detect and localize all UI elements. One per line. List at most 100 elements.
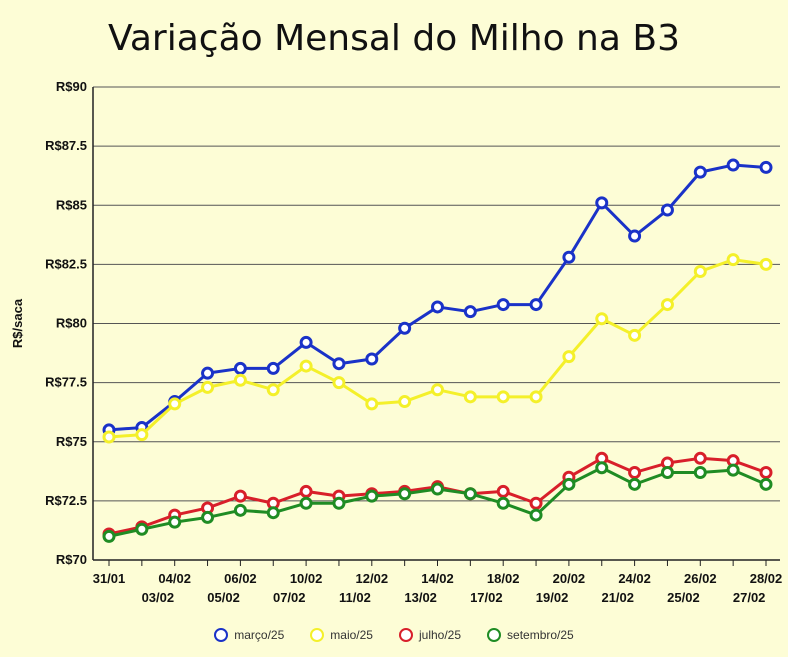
data-point xyxy=(299,496,313,510)
legend-marker-icon xyxy=(310,628,325,642)
data-point xyxy=(759,257,773,271)
y-tick-label: R$85 xyxy=(56,197,87,212)
x-tick-label: 17/02 xyxy=(470,590,503,605)
data-point xyxy=(201,366,215,380)
data-point xyxy=(628,328,642,342)
series-line xyxy=(108,258,767,439)
data-point xyxy=(431,482,444,496)
data-point xyxy=(595,196,609,210)
x-tick-label: 18/02 xyxy=(487,571,520,586)
data-point xyxy=(562,350,576,364)
data-point xyxy=(726,253,740,267)
data-point xyxy=(693,451,707,465)
data-point xyxy=(233,361,247,375)
legend-label: maio/25 xyxy=(330,628,373,642)
data-point xyxy=(726,158,740,172)
data-point xyxy=(266,506,280,520)
data-point xyxy=(595,312,609,326)
data-point xyxy=(660,465,674,479)
x-tick-label: 05/02 xyxy=(207,590,240,605)
data-point xyxy=(266,361,280,375)
x-tick-label: 06/02 xyxy=(224,571,257,586)
y-tick-label: R$82.5 xyxy=(45,256,87,271)
legend: março/25 maio/25 julho/25 setembro/25 xyxy=(0,628,788,642)
data-point xyxy=(496,390,510,404)
legend-label: julho/25 xyxy=(418,628,462,642)
x-tick-label: 27/02 xyxy=(733,590,766,605)
y-tick-label: R$80 xyxy=(56,316,87,331)
data-point xyxy=(365,397,379,411)
data-point xyxy=(628,465,642,479)
x-tick-label: 20/02 xyxy=(553,571,586,586)
x-tick-label: 04/02 xyxy=(158,571,191,586)
data-point xyxy=(299,335,313,349)
data-point xyxy=(759,160,773,174)
x-tick-label: 28/02 xyxy=(750,571,783,586)
data-point xyxy=(398,395,412,409)
data-point xyxy=(233,373,247,387)
x-tick-label: 21/02 xyxy=(601,590,634,605)
data-point xyxy=(628,229,642,243)
data-point xyxy=(463,487,477,501)
y-tick-label: R$90 xyxy=(56,79,87,94)
x-tick-label: 24/02 xyxy=(618,571,651,586)
legend-marker-icon xyxy=(214,628,229,642)
y-tick-label: R$77.5 xyxy=(45,375,87,390)
data-point xyxy=(365,489,379,503)
data-point xyxy=(332,496,346,510)
data-point xyxy=(496,298,510,312)
data-point xyxy=(463,305,477,319)
legend-item[interactable]: maio/25 xyxy=(310,628,373,642)
data-point xyxy=(332,357,346,371)
data-point xyxy=(201,510,215,524)
legend-label: setembro/25 xyxy=(507,628,574,642)
data-point xyxy=(496,484,510,498)
data-point xyxy=(233,489,247,503)
data-point xyxy=(660,203,674,217)
data-point xyxy=(529,496,543,510)
legend-label: março/25 xyxy=(234,628,285,642)
x-tick-label: 12/02 xyxy=(356,571,389,586)
y-axis-label: R$/saca xyxy=(10,298,25,348)
x-tick-label: 07/02 xyxy=(273,590,306,605)
legend-item[interactable]: março/25 xyxy=(214,628,284,642)
y-tick-label: R$72.5 xyxy=(45,493,87,508)
data-point xyxy=(562,250,576,264)
data-point xyxy=(135,428,149,442)
data-point xyxy=(299,484,313,498)
data-point xyxy=(299,359,313,373)
x-tick-label: 10/02 xyxy=(290,571,323,586)
legend-item[interactable]: setembro/25 xyxy=(487,628,574,642)
data-point xyxy=(463,390,477,404)
legend-marker-icon xyxy=(398,628,413,642)
data-point xyxy=(201,380,215,394)
y-tick-label: R$70 xyxy=(56,552,87,567)
data-point xyxy=(529,508,543,522)
data-point xyxy=(693,465,707,479)
data-point xyxy=(398,321,412,335)
legend-item[interactable]: julho/25 xyxy=(398,628,462,642)
data-point xyxy=(759,477,773,491)
data-point xyxy=(595,461,609,475)
data-point xyxy=(168,397,182,411)
data-point xyxy=(693,165,707,179)
x-tick-label: 31/01 xyxy=(93,571,126,586)
x-tick-label: 11/02 xyxy=(339,590,371,605)
data-point xyxy=(628,477,642,491)
data-point xyxy=(398,487,412,501)
y-tick-label: R$87.5 xyxy=(45,138,87,153)
data-point xyxy=(726,463,740,477)
x-tick-label: 13/02 xyxy=(404,590,437,605)
x-tick-label: 25/02 xyxy=(667,590,700,605)
data-point xyxy=(496,496,510,510)
x-tick-label: 03/02 xyxy=(142,590,175,605)
data-point xyxy=(332,376,346,390)
data-point xyxy=(102,529,116,543)
data-point xyxy=(562,477,576,491)
data-point xyxy=(759,465,773,479)
x-tick-label: 19/02 xyxy=(536,590,569,605)
data-point xyxy=(233,503,247,517)
data-point xyxy=(660,298,674,312)
chart-title: Variação Mensal do Milho na B3 xyxy=(108,18,680,59)
